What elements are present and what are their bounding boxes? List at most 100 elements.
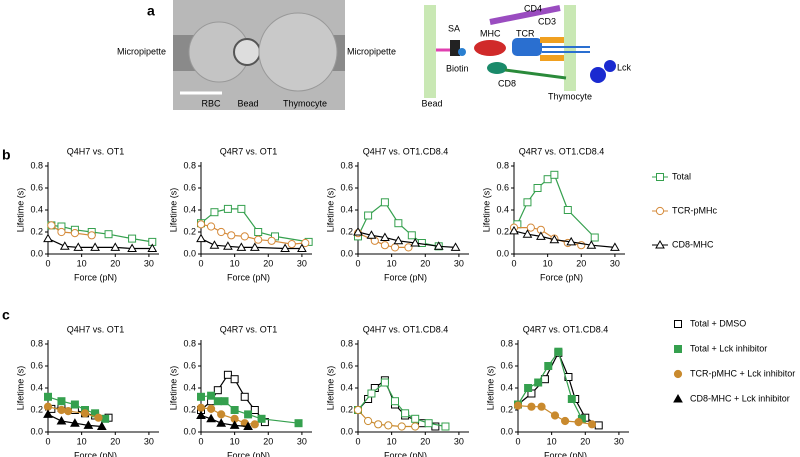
marker	[391, 397, 399, 406]
y-tick-label: 0.6	[340, 360, 353, 370]
x-tick-label: 30	[610, 258, 620, 268]
x-tick-label: 30	[454, 436, 464, 446]
marker	[64, 407, 73, 416]
y-axis-label: Lifetime (s)	[15, 366, 25, 411]
marker	[364, 211, 373, 220]
marker	[206, 413, 216, 423]
marker	[280, 243, 290, 252]
marker	[210, 208, 219, 217]
chart-title: Q4R7 vs. OT1.CD8.4	[519, 146, 605, 156]
marker	[57, 397, 66, 406]
marker	[243, 421, 253, 430]
x-axis-label: Force (pN)	[384, 450, 427, 457]
marker	[524, 384, 533, 392]
x-tick-label: 20	[110, 436, 120, 446]
marker	[380, 232, 390, 241]
marker	[57, 227, 66, 237]
marker	[401, 409, 410, 418]
marker	[47, 221, 56, 230]
marker	[43, 402, 53, 411]
marker	[543, 175, 552, 184]
marker	[574, 418, 583, 427]
marker	[549, 234, 560, 244]
marker	[527, 402, 536, 411]
y-tick-label: 0.6	[30, 360, 43, 370]
y-tick-label: 0.2	[340, 226, 353, 236]
marker	[104, 230, 113, 239]
x-tick-label: 30	[144, 258, 154, 268]
marker	[384, 421, 393, 430]
marker	[366, 230, 377, 239]
marker	[374, 420, 383, 429]
marker	[206, 222, 216, 231]
legend-label: CD8-MHC + Lck inhibitor	[690, 393, 790, 403]
marker	[380, 378, 389, 387]
marker	[544, 362, 553, 370]
chart-title: Q4H7 vs. OT1	[67, 324, 125, 334]
marker	[56, 415, 67, 425]
marker	[610, 242, 620, 251]
legend-label: Total + DMSO	[690, 318, 746, 328]
panel-label: b	[2, 147, 11, 163]
marker	[83, 420, 94, 429]
y-tick-label: 0.0	[183, 248, 196, 258]
y-tick-label: 0.6	[183, 182, 196, 192]
x-axis-label: Force (pN)	[74, 450, 117, 457]
x-tick-label: 0	[511, 258, 516, 268]
x-tick-label: 20	[420, 258, 430, 268]
legend-label: Total	[672, 171, 691, 181]
marker	[513, 401, 523, 410]
label: Lck	[617, 62, 632, 72]
marker	[257, 414, 266, 423]
y-tick-label: 0.4	[340, 382, 353, 392]
y-tick-label: 0.4	[340, 204, 353, 214]
y-tick-label: 0.0	[500, 426, 513, 436]
legend-label: TCR-pMHc	[672, 205, 717, 215]
marker	[240, 232, 249, 241]
y-tick-label: 0.0	[30, 248, 43, 258]
y-axis-label: Lifetime (s)	[481, 188, 491, 233]
marker	[367, 389, 376, 398]
marker	[223, 204, 232, 213]
marker	[301, 238, 310, 248]
marker	[674, 320, 682, 328]
y-tick-label: 0.8	[500, 338, 513, 348]
marker	[237, 204, 246, 213]
x-axis-label: Force (pN)	[544, 450, 587, 457]
x-tick-label: 0	[198, 258, 203, 268]
marker	[563, 206, 572, 214]
marker	[196, 403, 206, 412]
y-tick-label: 0.2	[183, 404, 196, 414]
marker	[441, 422, 450, 431]
marker	[537, 402, 546, 411]
x-tick-label: 30	[454, 258, 464, 268]
y-axis-label: Lifetime (s)	[168, 366, 178, 411]
marker	[90, 242, 100, 251]
marker	[407, 231, 416, 240]
marker	[220, 397, 229, 406]
x-tick-label: 20	[580, 436, 590, 446]
marker	[128, 234, 137, 243]
marker	[244, 410, 253, 419]
marker	[73, 242, 84, 251]
y-tick-label: 0.4	[30, 382, 43, 392]
marker	[394, 219, 403, 228]
marker	[411, 422, 420, 431]
marker	[127, 243, 137, 252]
marker	[217, 227, 226, 237]
marker	[196, 410, 206, 419]
label: Micropipette	[347, 46, 396, 56]
chart-title: Q4H7 vs. OT1.CD8.4	[363, 324, 449, 334]
y-tick-label: 0.6	[496, 182, 509, 192]
marker	[223, 241, 233, 250]
y-axis-label: Lifetime (s)	[325, 188, 335, 233]
marker	[59, 241, 70, 250]
marker	[43, 409, 53, 418]
marker	[534, 378, 543, 387]
chart-title: Q4H7 vs. OT1.CD8.4	[363, 146, 449, 156]
marker	[673, 369, 683, 379]
marker	[390, 243, 400, 252]
marker	[57, 405, 66, 415]
micrograph	[173, 0, 345, 110]
marker	[397, 422, 406, 431]
